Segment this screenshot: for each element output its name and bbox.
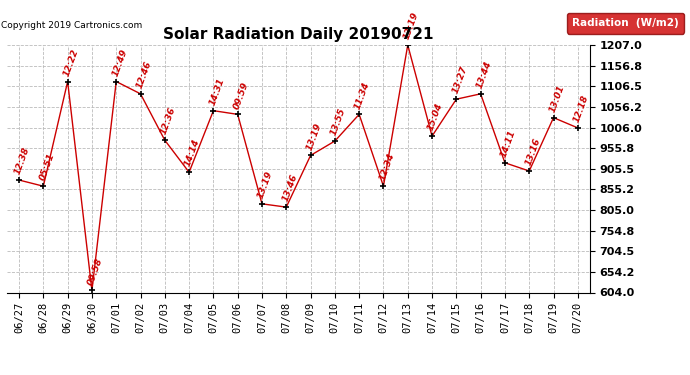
Text: 14:14: 14:14 — [184, 138, 201, 168]
Text: 11:34: 11:34 — [353, 80, 372, 110]
Text: 12:36: 12:36 — [159, 106, 177, 136]
Text: 14:31: 14:31 — [208, 76, 226, 106]
Text: 12:22: 12:22 — [62, 47, 80, 77]
Text: 13:44: 13:44 — [475, 60, 493, 90]
Text: 09:58: 09:58 — [86, 256, 104, 286]
Text: 13:19: 13:19 — [256, 170, 275, 200]
Text: 15:04: 15:04 — [426, 102, 444, 132]
Title: Solar Radiation Daily 20190721: Solar Radiation Daily 20190721 — [163, 27, 434, 42]
Text: 05:51: 05:51 — [38, 152, 56, 182]
Text: 13:16: 13:16 — [524, 137, 542, 167]
Text: 13:01: 13:01 — [548, 84, 566, 114]
Text: 14:11: 14:11 — [500, 129, 518, 159]
Text: 12:46: 12:46 — [135, 60, 153, 90]
Text: 12:18: 12:18 — [572, 94, 591, 124]
Text: 12:34: 12:34 — [377, 152, 396, 182]
Text: 13:55: 13:55 — [329, 107, 348, 137]
Text: 13:19: 13:19 — [305, 121, 323, 151]
Text: 13:46: 13:46 — [281, 173, 299, 203]
Legend: Radiation  (W/m2): Radiation (W/m2) — [566, 13, 684, 33]
Text: 12:38: 12:38 — [13, 146, 32, 176]
Text: Copyright 2019 Cartronics.com: Copyright 2019 Cartronics.com — [1, 21, 142, 30]
Text: 12:49: 12:49 — [110, 47, 129, 77]
Text: 13:19: 13:19 — [402, 11, 420, 41]
Text: 13:27: 13:27 — [451, 65, 469, 95]
Text: 09:59: 09:59 — [232, 80, 250, 110]
